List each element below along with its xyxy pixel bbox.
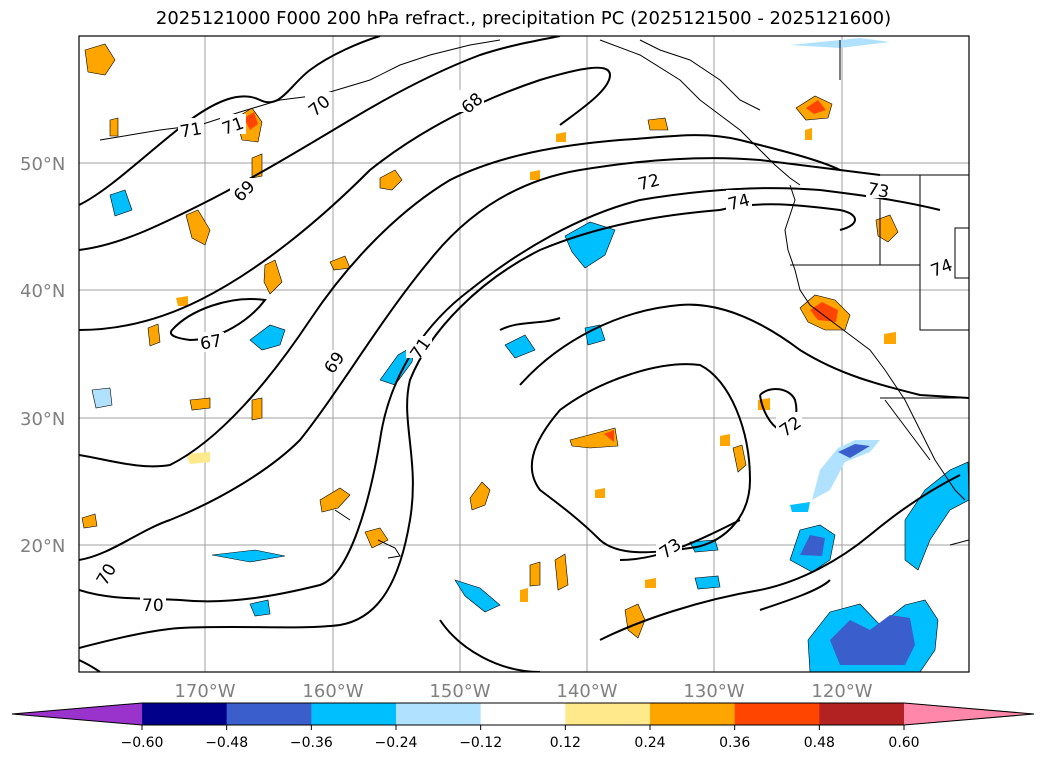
- plot-frame: [78, 35, 970, 673]
- colorbar-tick-label: −0.36: [290, 735, 333, 751]
- contour-label: 70: [142, 596, 164, 616]
- map-title: 2025121000 F000 200 hPa refract., precip…: [155, 8, 892, 29]
- contour-label: 67: [199, 331, 224, 354]
- precip-shading: [81, 38, 969, 672]
- colorbar-tick-label: 0.36: [719, 735, 750, 751]
- colorbar-segment: [142, 703, 228, 725]
- colorbar-extend-high: [904, 703, 1034, 725]
- lon-label-140w: 140°W: [556, 681, 617, 702]
- colorbar-tick-label: −0.48: [205, 735, 248, 751]
- refractivity-contours: [79, 36, 969, 672]
- colorbar-segment: [480, 703, 566, 725]
- lon-label-170w: 170°W: [174, 681, 235, 702]
- colorbar-tick-label: 0.48: [804, 735, 835, 751]
- colorbar-segment: [565, 703, 651, 725]
- colorbar-tick-label: −0.60: [121, 735, 164, 751]
- colorbar-tick-label: 0.12: [550, 735, 581, 751]
- colorbar-segment: [819, 703, 905, 725]
- colorbar-tick-label: −0.12: [459, 735, 502, 751]
- colorbar-segment: [396, 703, 482, 725]
- colorbar-extend-low: [12, 703, 142, 725]
- colorbar-segment: [311, 703, 397, 725]
- latitude-labels: 50°N 40°N 30°N 20°N: [20, 154, 65, 557]
- longitude-labels: 170°W 160°W 150°W 140°W 130°W 120°W: [174, 681, 872, 702]
- contour-label: 73: [866, 179, 891, 202]
- colorbar-segment: [226, 703, 312, 725]
- colorbar: −0.60 −0.48 −0.36 −0.24 −0.12 0.12 0.24 0.36 0.4…: [11, 702, 1035, 751]
- colorbar-segment: [650, 703, 736, 725]
- coastlines: [99, 39, 969, 559]
- lat-label-20n: 20°N: [20, 536, 65, 557]
- colorbar-tick-label: −0.24: [375, 735, 418, 751]
- lon-label-150w: 150°W: [429, 681, 490, 702]
- colorbar-tick-label: 0.60: [888, 735, 919, 751]
- contour-label: 71: [179, 119, 204, 142]
- lat-label-30n: 30°N: [20, 409, 65, 430]
- contour-labels: 71 71 70 68 69 67 69 71 72 74 73 74 72: [92, 89, 955, 616]
- lon-label-120w: 120°W: [811, 681, 872, 702]
- colorbar-tick-label: 0.24: [634, 735, 665, 751]
- lat-label-50n: 50°N: [20, 154, 65, 175]
- colorbar-segment: [734, 703, 820, 725]
- lon-label-130w: 130°W: [683, 681, 744, 702]
- lat-label-40n: 40°N: [20, 281, 65, 302]
- lon-label-160w: 160°W: [302, 681, 363, 702]
